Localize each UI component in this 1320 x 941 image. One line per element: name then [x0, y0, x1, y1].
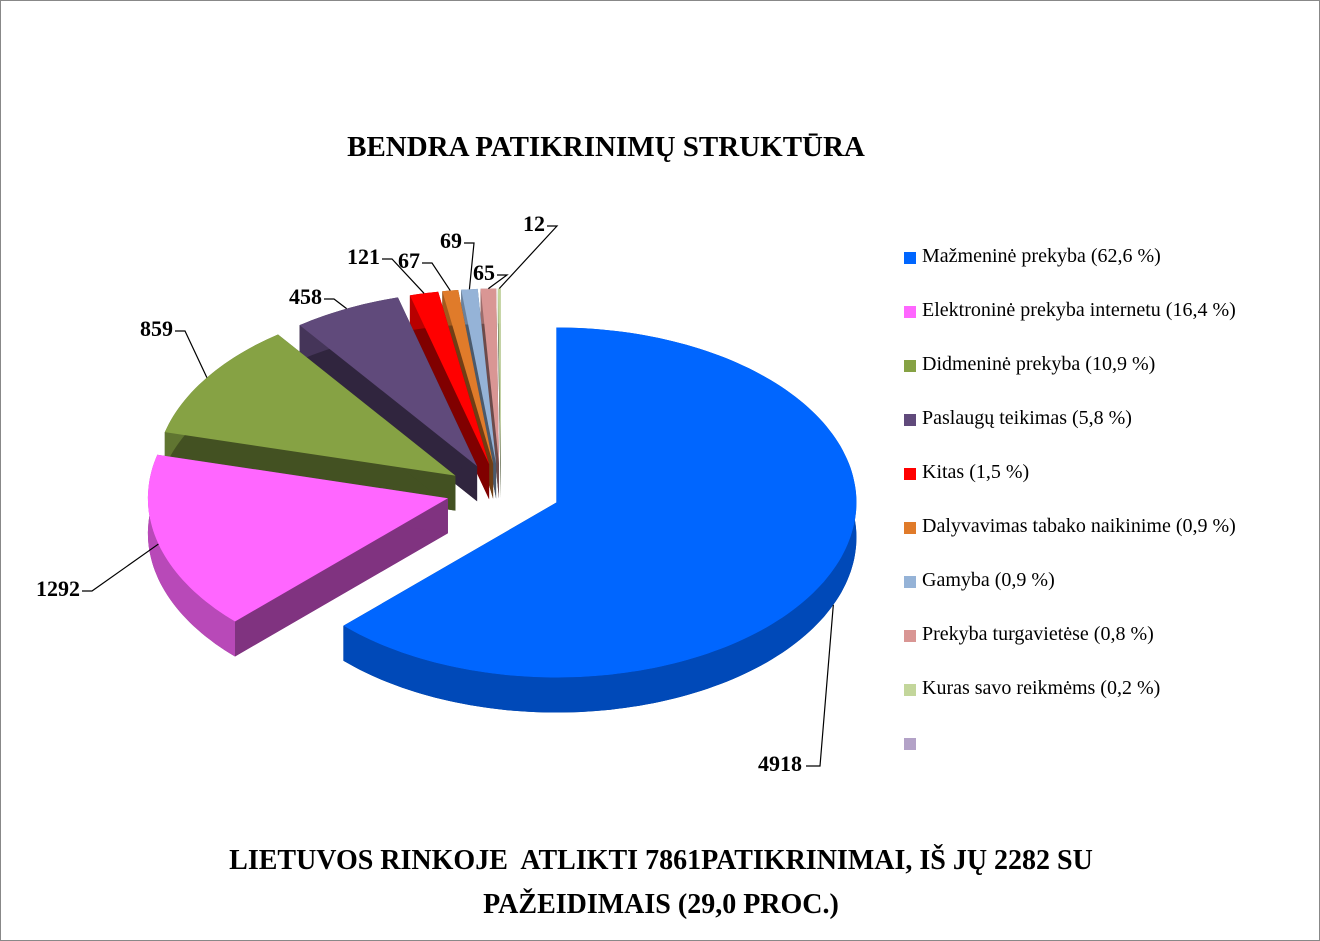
slice	[461, 288, 497, 464]
slice	[343, 327, 857, 713]
slice	[480, 288, 499, 464]
legend-item: Dalyvavimas tabako naikinime (0,9 %)	[904, 515, 1314, 569]
leader-line	[324, 298, 347, 310]
data-label: 4918	[758, 751, 802, 776]
legend-swatch	[904, 630, 916, 642]
slice	[497, 288, 501, 464]
legend-label: Kuras savo reikmėms (0,2 %)	[922, 677, 1161, 699]
data-label: 458	[289, 284, 322, 309]
legend-swatch	[904, 576, 916, 588]
legend-item: Paslaugų teikimas (5,8 %)	[904, 407, 1314, 461]
legend-swatch	[904, 360, 916, 372]
legend-swatch	[904, 738, 916, 750]
legend-item: Elektroninė prekyba internetu (16,4 %)	[904, 299, 1314, 353]
leader-line	[422, 262, 451, 291]
data-label: 121	[347, 244, 380, 269]
legend-item: Kitas (1,5 %)	[904, 461, 1314, 515]
slice	[497, 288, 501, 499]
slice-wall	[235, 498, 448, 657]
legend-label: Paslaugų teikimas (5,8 %)	[922, 407, 1132, 429]
legend-item: Prekyba turgavietėse (0,8 %)	[904, 623, 1314, 677]
slice-wall	[409, 295, 490, 500]
legend-label: Gamyba (0,9 %)	[922, 569, 1055, 591]
chart-note: LIETUVOS RINKOJE ATLIKTI 7861PATIKRINIMA…	[229, 845, 1100, 920]
slice	[147, 454, 448, 622]
legend-swatch	[904, 306, 916, 318]
leader-line	[382, 258, 425, 294]
legend-swatch	[904, 252, 916, 264]
slice	[299, 297, 478, 467]
legend-item: Kuras savo reikmėms (0,2 %)	[904, 677, 1314, 731]
data-label: 65	[473, 260, 495, 285]
leader-line	[82, 543, 159, 592]
slice-side	[343, 327, 857, 713]
legend-item: Mažmeninė prekyba (62,6 %)	[904, 245, 1314, 299]
data-label: 1292	[36, 576, 80, 601]
data-label: 69	[440, 228, 462, 253]
legend-label: Kitas (1,5 %)	[922, 461, 1030, 483]
legend-label: Mažmeninė prekyba (62,6 %)	[922, 245, 1161, 267]
leader-line	[175, 330, 208, 378]
legend-swatch	[904, 414, 916, 426]
data-label: 67	[398, 248, 420, 273]
legend-label: Elektroninė prekyba internetu (16,4 %)	[922, 299, 1236, 321]
legend-label: Dalyvavimas tabako naikinime (0,9 %)	[922, 515, 1236, 537]
slice	[164, 334, 456, 476]
legend-item: Didmeninė prekyba (10,9 %)	[904, 353, 1314, 407]
slice	[147, 454, 448, 657]
legend-item	[904, 731, 1314, 785]
leader-line	[464, 242, 475, 290]
slice	[442, 290, 494, 464]
slice	[409, 291, 490, 465]
data-label: 12	[523, 211, 545, 236]
leader-line	[488, 274, 509, 290]
legend: Mažmeninė prekyba (62,6 %) Elektroninė pr…	[904, 245, 1314, 785]
data-label: 859	[140, 316, 173, 341]
legend-swatch	[904, 468, 916, 480]
slice-wall	[299, 325, 478, 502]
leader-line	[498, 225, 559, 289]
legend-swatch	[904, 684, 916, 696]
leader-line	[806, 604, 834, 767]
slice-wall	[497, 288, 501, 499]
legend-label: Didmeninė prekyba (10,9 %)	[922, 353, 1156, 375]
chart-title: BENDRA PATIKRINIMŲ STRUKTŪRA	[347, 131, 865, 163]
legend-item: Gamyba (0,9 %)	[904, 569, 1314, 623]
slice	[343, 327, 857, 678]
legend-swatch	[904, 522, 916, 534]
slice-wall	[480, 288, 499, 499]
legend-label: Prekyba turgavietėse (0,8 %)	[922, 623, 1154, 645]
